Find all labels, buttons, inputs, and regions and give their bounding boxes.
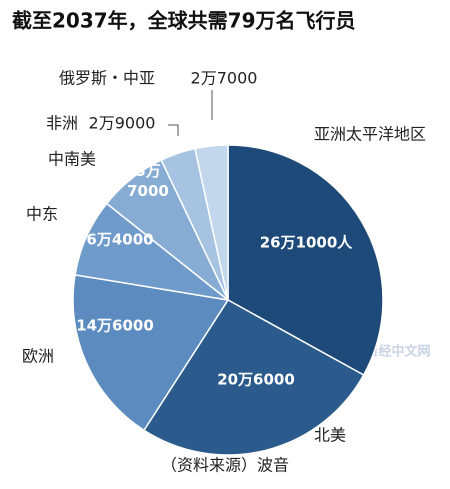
category-label: 亚洲太平洋地区 <box>314 125 426 144</box>
category-label: 中南美 <box>48 150 96 169</box>
value-label: 5万 7000 <box>127 162 169 200</box>
pie-slice <box>142 299 365 456</box>
value-label: 14万6000 <box>76 317 154 335</box>
value-label: 20万6000 <box>217 371 295 389</box>
watermark: 日经中文网 <box>365 344 430 360</box>
pie-slice <box>72 273 230 432</box>
category-label: 欧洲 <box>22 347 54 366</box>
value-label: 26万1000人 <box>260 234 354 252</box>
pie-slice <box>194 144 229 301</box>
value-label: 2万7000 <box>191 69 258 88</box>
source: （资料来源）波音 <box>161 456 289 475</box>
value-label: 6万4000 <box>86 231 153 249</box>
value-label: 2万9000 <box>89 114 156 133</box>
category-label: 中东 <box>26 205 58 224</box>
leader-line <box>168 124 179 136</box>
category-label: 北美 <box>314 426 346 445</box>
chart-title: 截至2037年，全球共需79万名飞行员 <box>12 9 356 33</box>
category-label: 俄罗斯・中亚 <box>59 69 155 88</box>
pie-slice <box>227 144 384 377</box>
category-label: 非洲 <box>46 114 78 133</box>
